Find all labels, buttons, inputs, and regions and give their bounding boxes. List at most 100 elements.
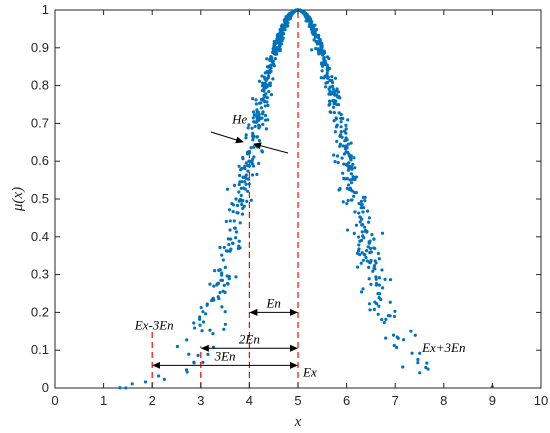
data-point bbox=[289, 11, 293, 15]
x-tick-label: 6 bbox=[343, 393, 350, 408]
data-point bbox=[377, 304, 381, 308]
data-point bbox=[338, 134, 342, 138]
data-point bbox=[331, 105, 336, 109]
data-point bbox=[231, 209, 235, 214]
data-point bbox=[143, 380, 148, 384]
data-point bbox=[360, 238, 364, 242]
data-point bbox=[331, 87, 335, 91]
data-point bbox=[262, 93, 266, 98]
data-point bbox=[424, 365, 428, 370]
data-point bbox=[205, 302, 209, 306]
y-tick-label: 0.3 bbox=[31, 267, 49, 282]
data-point bbox=[366, 209, 370, 213]
data-point bbox=[332, 102, 336, 106]
data-point bbox=[350, 181, 354, 185]
data-point bbox=[196, 353, 200, 358]
data-point bbox=[382, 320, 386, 325]
data-point bbox=[193, 326, 197, 330]
reference-line-label: Ex-3En bbox=[134, 317, 174, 332]
y-tick-label: 0.5 bbox=[31, 191, 49, 206]
data-point bbox=[322, 76, 326, 80]
data-point bbox=[392, 314, 397, 319]
data-point bbox=[388, 300, 392, 304]
data-point bbox=[388, 278, 393, 282]
data-point bbox=[383, 277, 387, 281]
data-point bbox=[244, 173, 248, 177]
data-point bbox=[366, 245, 370, 249]
data-point bbox=[192, 321, 196, 325]
data-point bbox=[244, 176, 248, 180]
data-point bbox=[310, 48, 314, 52]
x-tick-label: 5 bbox=[294, 393, 301, 408]
data-point bbox=[367, 265, 371, 269]
data-point bbox=[346, 142, 350, 146]
data-point bbox=[278, 48, 282, 53]
data-point bbox=[275, 49, 279, 53]
y-tick-label: 0.7 bbox=[31, 115, 49, 130]
data-point bbox=[244, 133, 248, 137]
data-point bbox=[345, 186, 349, 190]
data-point bbox=[263, 118, 268, 122]
data-point bbox=[245, 152, 250, 156]
data-point bbox=[218, 290, 222, 295]
data-point bbox=[331, 84, 335, 89]
data-point bbox=[238, 180, 242, 184]
data-point bbox=[130, 382, 134, 386]
data-point bbox=[359, 290, 364, 294]
data-point bbox=[267, 89, 271, 94]
data-point bbox=[288, 16, 292, 21]
data-point bbox=[261, 122, 265, 126]
data-point bbox=[374, 261, 378, 265]
data-point bbox=[351, 162, 355, 166]
data-point bbox=[344, 123, 348, 127]
data-point bbox=[250, 157, 255, 162]
data-point bbox=[254, 98, 258, 102]
data-point bbox=[244, 161, 248, 165]
data-point bbox=[281, 32, 285, 36]
data-point bbox=[314, 46, 318, 51]
data-point bbox=[217, 268, 221, 272]
data-point bbox=[326, 76, 330, 80]
data-point bbox=[327, 99, 332, 103]
x-tick-label: 7 bbox=[392, 393, 399, 408]
x-tick-label: 2 bbox=[149, 393, 156, 408]
data-point bbox=[241, 206, 245, 211]
data-point bbox=[358, 220, 362, 224]
data-point bbox=[247, 182, 251, 186]
data-point bbox=[229, 247, 233, 251]
y-tick-label: 1 bbox=[42, 2, 49, 17]
data-point bbox=[247, 123, 251, 127]
data-point bbox=[368, 261, 372, 265]
data-point bbox=[346, 183, 351, 187]
data-point bbox=[278, 44, 282, 48]
data-point bbox=[327, 67, 331, 71]
data-point bbox=[232, 183, 237, 187]
data-point bbox=[349, 141, 353, 145]
data-point bbox=[345, 138, 349, 142]
data-point bbox=[305, 15, 310, 20]
data-point bbox=[251, 97, 255, 101]
y-axis-ticks: 0 0.1 0.2 0.3 0.4 0.5 0.6 0.7 0.8 0.9 1 bbox=[31, 2, 541, 395]
data-point bbox=[384, 336, 388, 340]
data-point bbox=[323, 60, 327, 65]
data-point bbox=[313, 35, 317, 39]
data-point bbox=[212, 284, 216, 288]
data-point bbox=[333, 130, 337, 134]
data-point bbox=[241, 175, 245, 179]
data-point bbox=[418, 371, 422, 375]
data-point bbox=[410, 351, 414, 355]
data-point bbox=[336, 161, 340, 165]
data-point bbox=[345, 228, 350, 232]
data-point bbox=[260, 112, 265, 116]
data-point bbox=[357, 235, 361, 239]
data-point bbox=[250, 173, 255, 177]
data-point bbox=[240, 212, 245, 216]
data-point bbox=[377, 283, 382, 287]
data-point bbox=[319, 62, 324, 66]
data-point bbox=[252, 155, 256, 159]
data-point bbox=[357, 202, 361, 206]
data-point bbox=[261, 84, 266, 88]
data-point bbox=[257, 79, 262, 83]
data-point bbox=[234, 197, 238, 201]
data-point bbox=[426, 367, 430, 371]
